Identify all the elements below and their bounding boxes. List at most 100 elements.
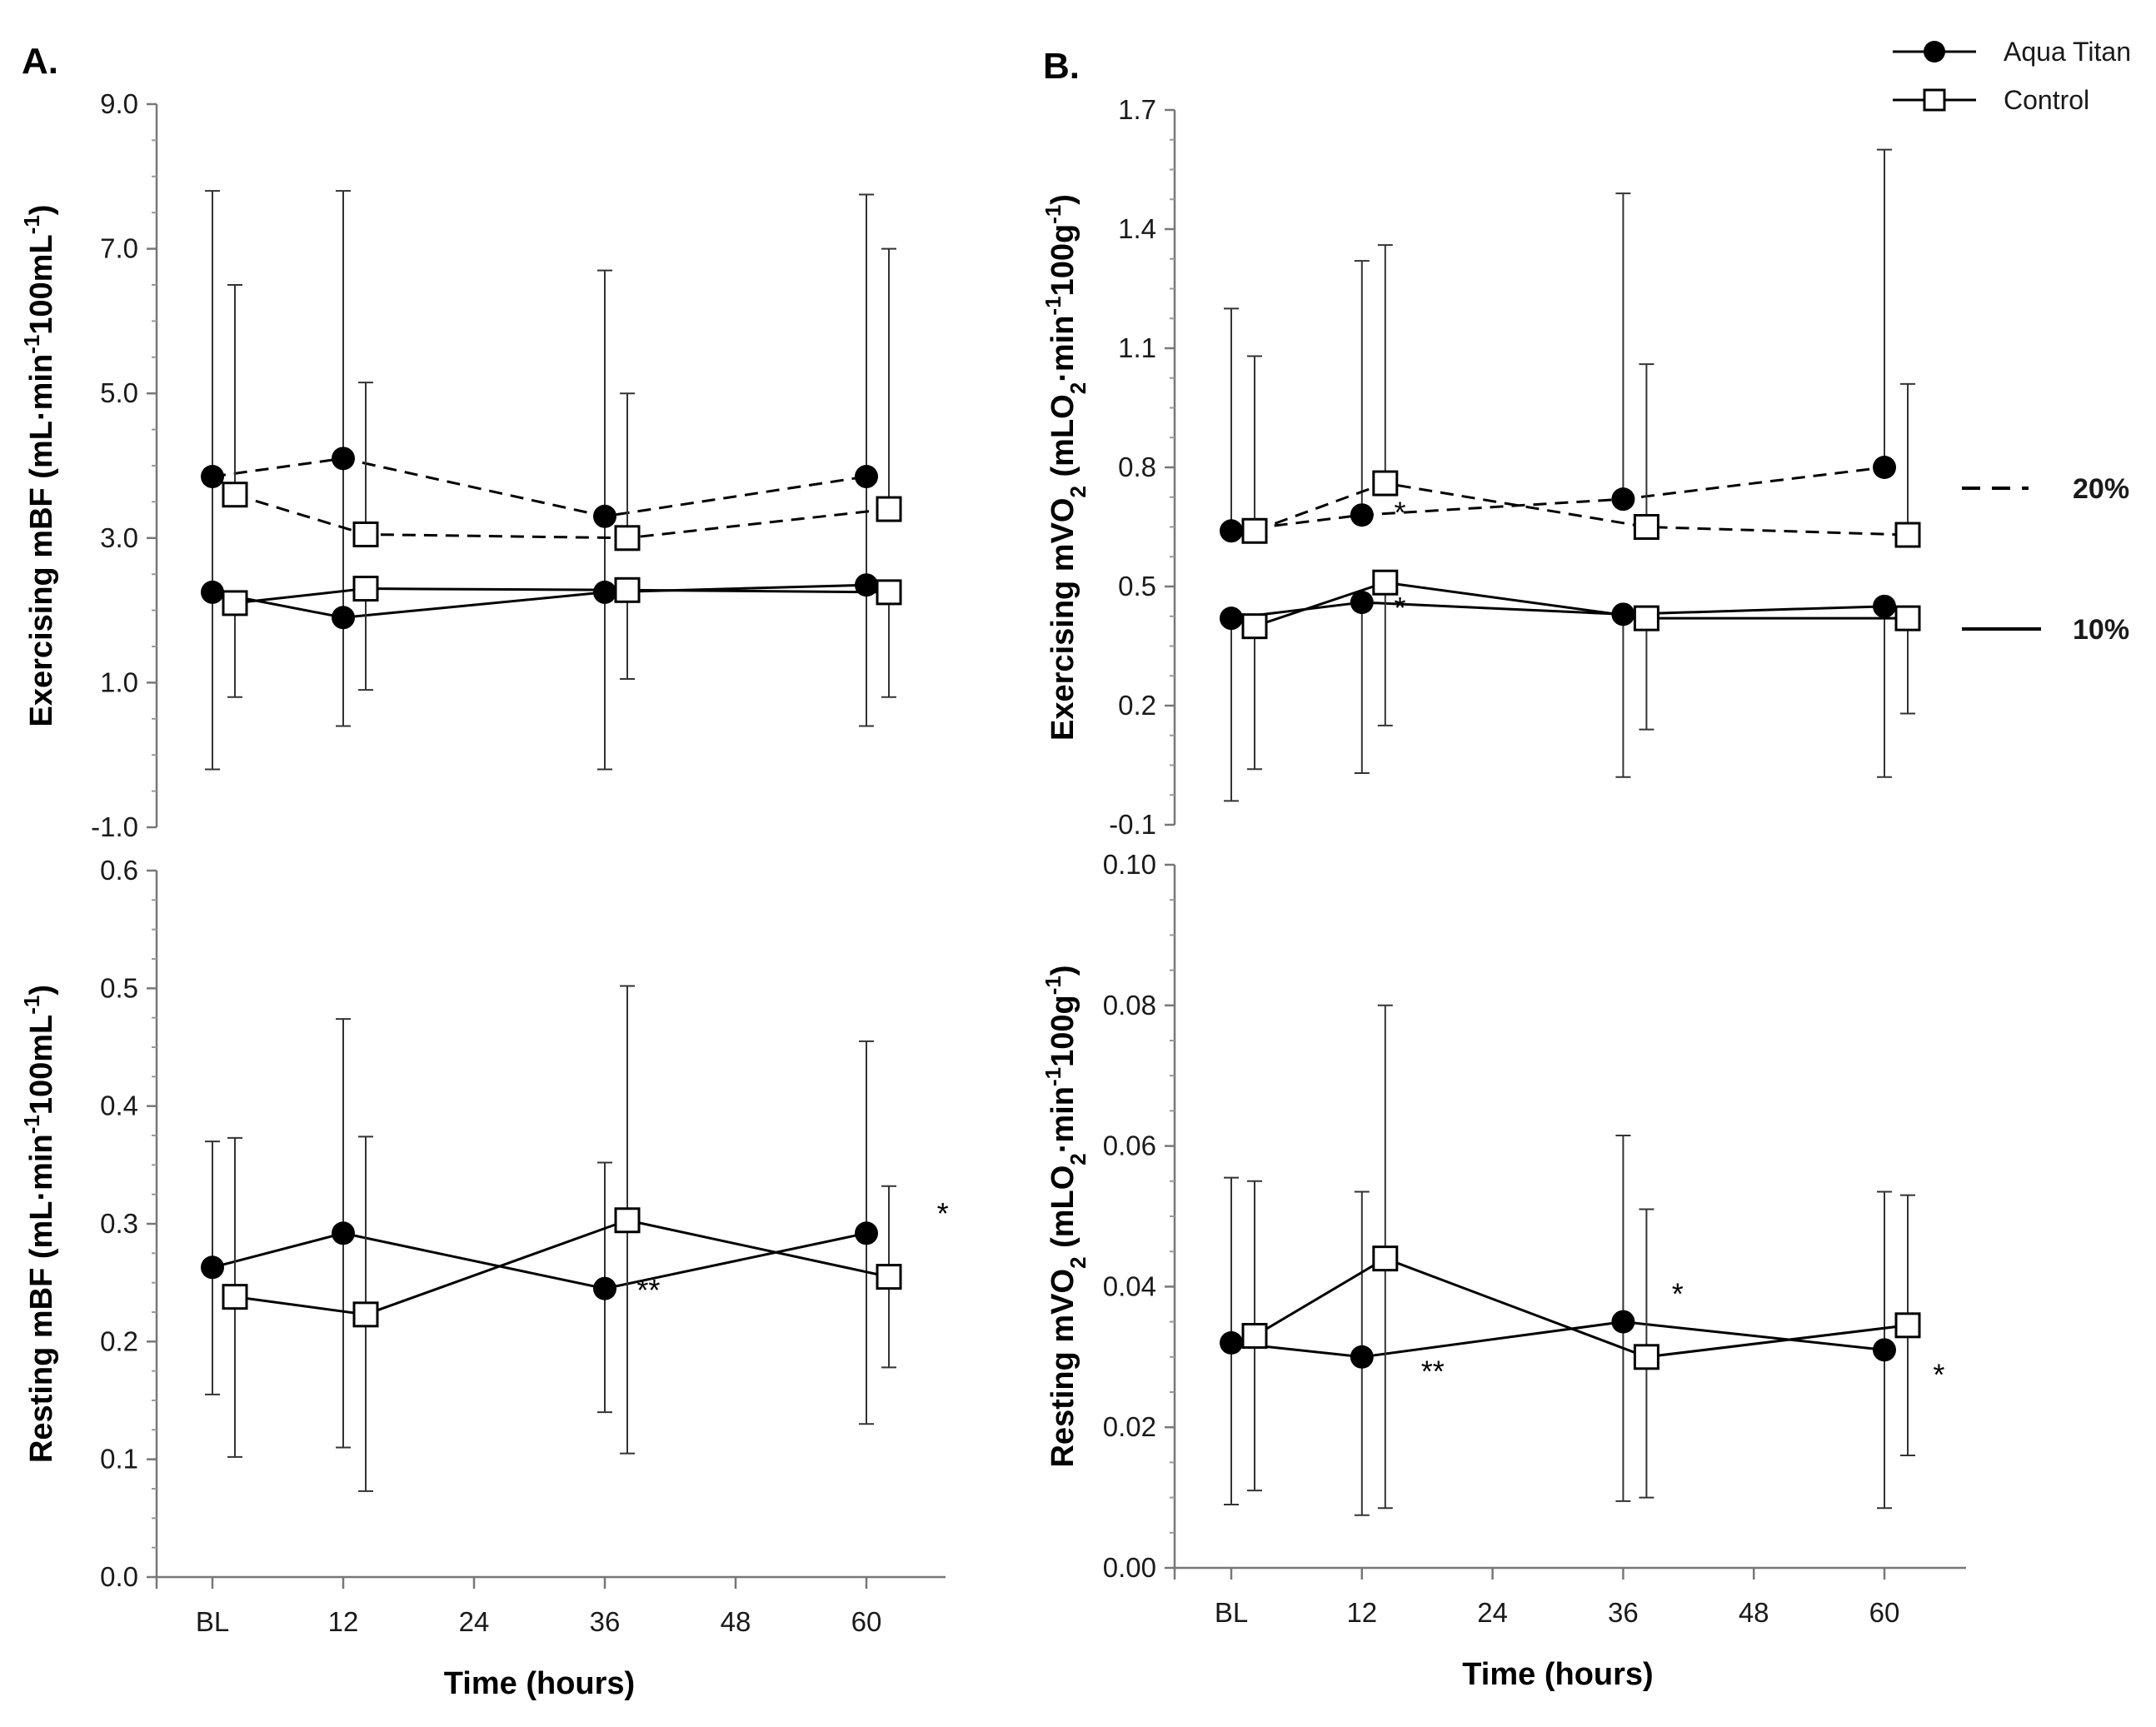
y-axis-label: Resting mVO2 (mLO2·min-1100g-1) — [1041, 965, 1090, 1467]
y-label-sup: -1 — [19, 996, 44, 1015]
y-tick-label: 0.3 — [100, 1208, 138, 1239]
y-label-sup: -1 — [1041, 296, 1066, 315]
data-point-control — [352, 1301, 379, 1328]
data-point-control — [1894, 605, 1921, 631]
data-point-control — [876, 579, 902, 606]
series-line-control-solid — [234, 1219, 890, 1316]
series-line-aqua-dashed — [1230, 466, 1885, 532]
data-point-control — [222, 1284, 248, 1310]
data-point-aqua — [1873, 1338, 1896, 1362]
y-tick-label: 3.0 — [100, 522, 138, 553]
y-tick-label: 1.0 — [100, 666, 138, 697]
significance-annotation: * — [937, 1196, 949, 1230]
y-tick-label: 0.5 — [1118, 571, 1156, 601]
y-label-sub: 2 — [1066, 1153, 1090, 1165]
data-point-aqua — [201, 1255, 224, 1280]
y-label-part: (mLO — [1046, 1165, 1080, 1257]
chart-A-top: -1.0 1.0 3.0 5.0 7.0 9.0 Exercising mBF (mL·mi… — [19, 88, 902, 842]
data-point-control — [1241, 1322, 1268, 1349]
data-point-aqua — [1350, 1345, 1374, 1369]
y-label-part: Exercising mVO — [1046, 498, 1080, 741]
y-label-part: 100g — [1046, 995, 1080, 1067]
y-tick-label: 0.4 — [100, 1091, 138, 1121]
y-label-sub: 2 — [1066, 382, 1090, 394]
series-line-control-dashed — [234, 493, 890, 540]
data-point-aqua — [332, 447, 355, 471]
data-point-control — [1633, 514, 1659, 540]
y-tick-label: 1.4 — [1118, 213, 1156, 244]
y-label-part: ·min — [1046, 1086, 1080, 1153]
y-tick-label: 0.2 — [1118, 690, 1156, 721]
y-label-part: (mLO — [1046, 394, 1080, 486]
data-point-aqua — [593, 1276, 616, 1300]
x-tick-label: 48 — [1739, 1597, 1769, 1628]
legend-10pct-label: 10% — [2073, 614, 2129, 646]
significance-annotation: ** — [1421, 1354, 1445, 1388]
series-line-control-solid — [1254, 581, 1908, 628]
data-point-aqua — [1350, 503, 1374, 527]
legend-control-marker — [1923, 88, 1946, 112]
y-tick-label: 9.0 — [100, 88, 138, 119]
x-tick-label: 24 — [1477, 1597, 1508, 1628]
y-axis-label: Exercising mBF (mL·min-1100mL-1) — [19, 205, 59, 727]
y-label-part: ) — [24, 985, 59, 996]
y-tick-label: 0.5 — [100, 972, 138, 1003]
y-label-part: ) — [24, 205, 59, 216]
legend-aqua-marker — [1924, 41, 1945, 62]
y-tick-label: 7.0 — [100, 233, 138, 264]
data-point-control — [222, 482, 248, 508]
y-label-part: Resting mBF (mL·min — [24, 1134, 59, 1463]
y-label-sup: -1 — [1041, 976, 1066, 995]
y-label-sub: 2 — [1066, 1256, 1090, 1268]
y-tick-label: 0.1 — [100, 1444, 138, 1475]
x-tick-label: 60 — [1869, 1597, 1900, 1628]
series-line-control-dashed — [1254, 482, 1909, 537]
significance-annotation: ** — [636, 1273, 660, 1307]
data-point-control — [352, 576, 379, 602]
y-label-part: 100g — [1046, 224, 1080, 297]
y-tick-label: 0.00 — [1103, 1552, 1156, 1583]
y-tick-label: 0.8 — [1118, 452, 1156, 482]
data-point-control — [876, 496, 902, 522]
x-axis-label: Time (hours) — [1462, 1657, 1653, 1692]
y-tick-label: 0.6 — [100, 855, 138, 886]
data-point-control — [614, 576, 641, 603]
data-point-aqua — [855, 573, 878, 597]
significance-annotation: * — [1672, 1277, 1684, 1311]
y-tick-label: 0.08 — [1103, 990, 1156, 1021]
y-tick-label: 1.7 — [1118, 94, 1156, 125]
data-point-control — [1241, 517, 1268, 544]
data-point-control — [1372, 1245, 1399, 1272]
y-axis-label: Resting mBF (mL·min-1100mL-1) — [19, 985, 59, 1463]
data-point-aqua — [1220, 519, 1243, 543]
data-point-control — [352, 521, 379, 547]
y-label-sup: -1 — [1041, 1067, 1066, 1086]
data-point-aqua — [593, 504, 616, 528]
series-line-aqua-dashed — [212, 457, 867, 518]
x-tick-label: BL — [196, 1606, 229, 1637]
data-point-aqua — [1873, 456, 1896, 479]
y-label-part: 100mL — [24, 234, 59, 334]
legend-control-label: Control — [2004, 85, 2089, 115]
y-tick-label: 0.10 — [1103, 849, 1156, 880]
y-tick-label: 1.1 — [1118, 332, 1156, 363]
y-label-sup: -1 — [1041, 205, 1066, 224]
y-tick-label: 0.06 — [1103, 1131, 1156, 1161]
series-line-aqua-solid — [212, 583, 867, 619]
data-point-control — [1372, 569, 1399, 596]
y-label-part: 100mL — [24, 1015, 59, 1115]
data-point-aqua — [201, 580, 224, 604]
x-tick-label: 36 — [1608, 1597, 1639, 1628]
data-point-control — [222, 590, 248, 616]
x-tick-label: 12 — [1346, 1597, 1377, 1628]
legend: Aqua Titan Control 20% 10% — [1893, 37, 2131, 646]
data-point-control — [1894, 1312, 1921, 1339]
y-tick-label: 0.04 — [1103, 1270, 1156, 1301]
y-label-sup: -1 — [19, 335, 44, 354]
y-tick-label: 5.0 — [100, 377, 138, 408]
y-tick-label: 0.0 — [100, 1561, 138, 1592]
x-tick-label: 36 — [590, 1606, 621, 1637]
